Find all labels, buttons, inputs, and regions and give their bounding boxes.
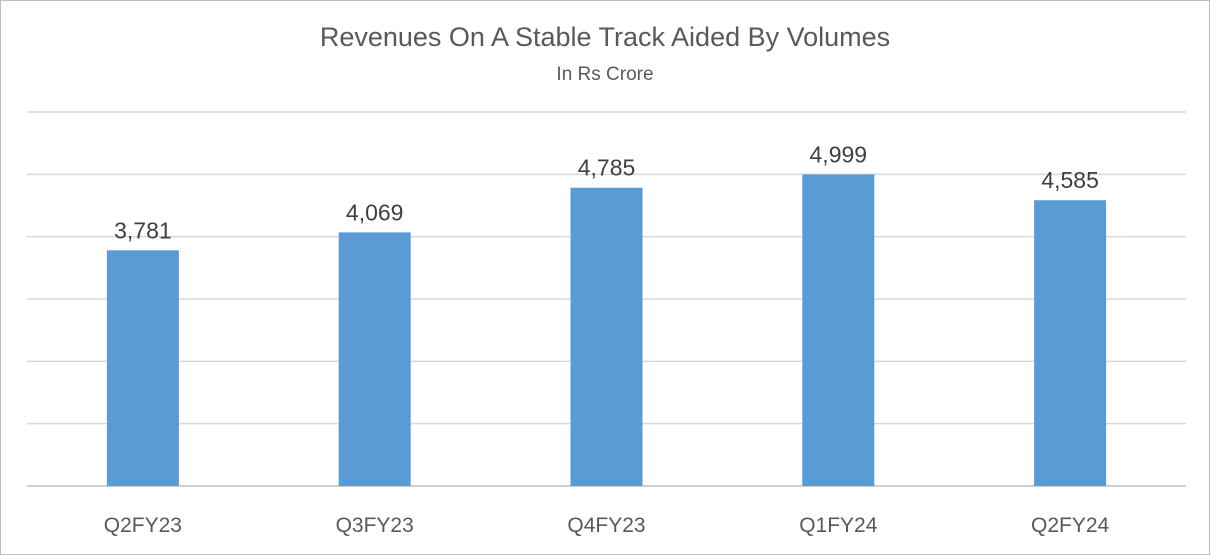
data-label: 4,585 (1041, 167, 1099, 193)
data-label: 4,785 (578, 155, 636, 181)
data-label: 4,999 (810, 141, 868, 167)
bar-q4fy23 (570, 187, 643, 487)
bar-q1fy24 (802, 174, 875, 486)
x-tick-label: Q2FY24 (1031, 514, 1110, 537)
data-label: 4,069 (346, 199, 404, 225)
x-tick-label: Q4FY23 (567, 514, 645, 537)
bar-q3fy23 (338, 232, 411, 486)
bar-q2fy24 (1034, 200, 1107, 486)
bar-q2fy23 (106, 250, 179, 486)
x-tick-label: Q1FY24 (799, 514, 878, 537)
x-tick-label: Q2FY23 (104, 514, 182, 537)
x-tick-label: Q3FY23 (336, 514, 414, 537)
data-label: 3,781 (114, 217, 172, 243)
chart-title: Revenues On A Stable Track Aided By Volu… (319, 22, 891, 52)
chart-subtitle: In Rs Crore (556, 64, 654, 85)
